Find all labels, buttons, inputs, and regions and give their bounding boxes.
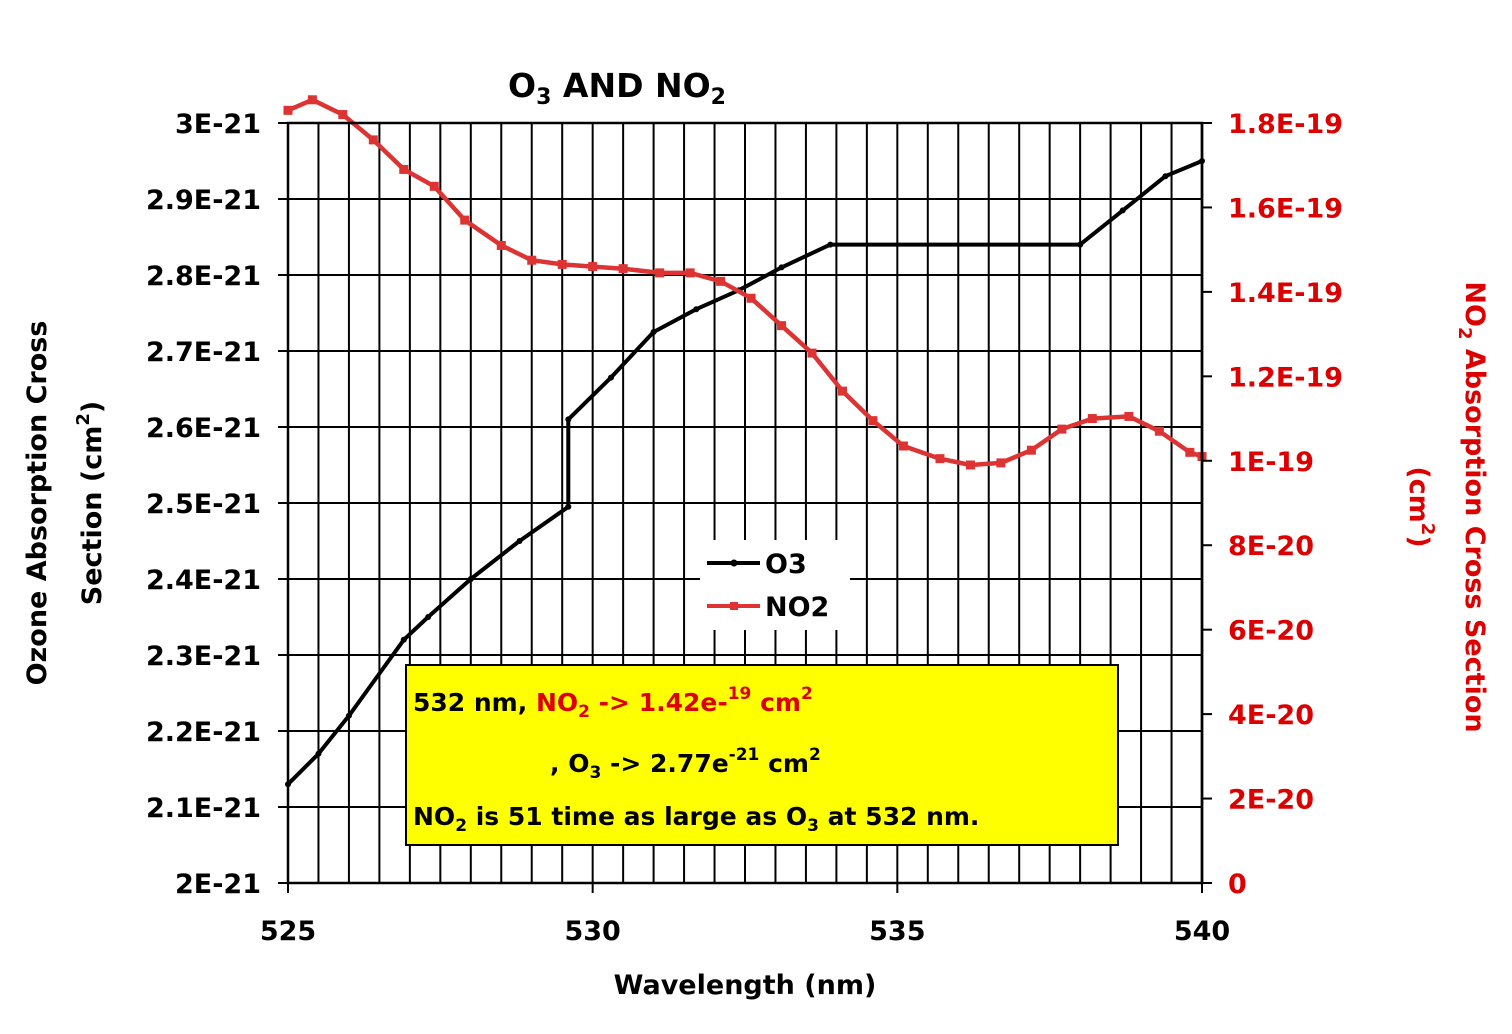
data-point-o3 (565, 416, 572, 423)
data-point-no2 (935, 454, 945, 464)
data-point-no2 (283, 105, 293, 115)
data-point-o3 (650, 329, 657, 335)
x-axis-ticks: 525 530 535 540 (260, 883, 1230, 947)
data-point-no2 (1057, 424, 1067, 434)
data-point-no2 (307, 95, 317, 105)
left-tick-label: 2.8E-21 (146, 261, 261, 292)
data-point-no2 (1026, 445, 1036, 455)
data-point-o3 (467, 576, 474, 582)
data-point-no2 (496, 240, 506, 250)
data-point-no2 (777, 321, 787, 331)
data-point-o3 (1162, 173, 1169, 180)
left-axis-title-line1: Ozone Absorption Cross (22, 321, 53, 686)
data-point-no2 (527, 255, 537, 265)
left-tick-label: 2.3E-21 (146, 641, 261, 672)
annotation-line1: 532 nm, NO2 -> 1.42e-19 cm2 (413, 684, 813, 722)
legend: O3 NO2 (700, 540, 850, 630)
x-tick-label: 540 (1174, 916, 1230, 947)
legend-no2-label: NO2 (765, 592, 829, 623)
legend-o3-label: O3 (765, 549, 807, 580)
data-point-no2 (868, 416, 878, 426)
right-tick-label: 1E-19 (1228, 447, 1314, 478)
data-point-no2 (746, 293, 756, 303)
data-point-o3 (1119, 207, 1126, 214)
data-point-o3 (345, 712, 352, 719)
x-tick-label: 525 (260, 916, 316, 947)
right-tick-label: 0 (1228, 869, 1247, 900)
x-tick-label: 535 (869, 916, 925, 947)
x-axis-title: Wavelength (nm) (614, 970, 877, 1001)
series-layer (283, 95, 1207, 788)
left-tick-label: 2E-21 (175, 869, 261, 900)
data-point-no2 (1087, 414, 1097, 424)
data-point-no2 (399, 164, 409, 174)
data-point-no2 (1185, 447, 1195, 457)
right-tick-label: 8E-20 (1228, 531, 1314, 562)
left-tick-label: 3E-21 (175, 109, 261, 140)
data-point-o3 (607, 374, 614, 381)
data-point-o3 (565, 503, 572, 510)
left-tick-label: 2.4E-21 (146, 565, 261, 596)
data-point-no2 (338, 110, 348, 120)
left-axis-title-line2: Section (cm2) (73, 401, 108, 605)
right-tick-label: 1.4E-19 (1228, 278, 1343, 309)
data-point-o3 (425, 614, 432, 620)
legend-o3-marker (730, 559, 738, 567)
right-tick-label: 4E-20 (1228, 700, 1314, 731)
data-point-no2 (898, 441, 908, 451)
left-tick-label: 2.5E-21 (146, 489, 261, 520)
legend-no2-marker (730, 602, 738, 610)
data-point-o3 (315, 750, 322, 757)
data-point-no2 (368, 135, 378, 145)
data-point-no2 (1124, 411, 1134, 421)
data-point-o3 (1077, 241, 1084, 248)
legend-box (700, 540, 850, 630)
right-axis-title-line1: NO2 Absorption Cross Section (1454, 281, 1490, 732)
right-axis-title: NO2 Absorption Cross Section (cm2) (1403, 281, 1490, 732)
left-tick-label: 2.7E-21 (146, 337, 261, 368)
data-point-o3 (778, 264, 785, 271)
right-tick-label: 1.8E-19 (1228, 109, 1343, 140)
data-point-o3 (400, 636, 407, 643)
left-axis-ticks: 2E-21 2.1E-21 2.2E-21 2.3E-21 2.4E-21 2.5E-21… (146, 109, 288, 900)
data-point-o3 (693, 306, 700, 313)
right-tick-label: 2E-20 (1228, 785, 1314, 816)
data-point-no2 (807, 348, 817, 358)
data-point-no2 (837, 386, 847, 396)
data-point-no2 (716, 276, 726, 286)
right-tick-label: 1.6E-19 (1228, 193, 1343, 224)
data-point-no2 (685, 268, 695, 278)
data-point-o3 (827, 241, 834, 248)
annotation-background (405, 664, 1119, 846)
data-point-no2 (460, 215, 470, 225)
left-axis-title: Ozone Absorption Cross Section (cm2) (22, 321, 108, 686)
data-point-no2 (996, 458, 1006, 468)
data-point-no2 (655, 268, 665, 278)
left-tick-label: 2.6E-21 (146, 413, 261, 444)
data-point-no2 (429, 181, 439, 191)
right-tick-label: 6E-20 (1228, 616, 1314, 647)
annotation-line2: , O3 -> 2.77e-21 cm2 (550, 745, 821, 783)
right-axis-ticks: 0 2E-20 4E-20 6E-20 8E-20 1E-19 1.2E-19 1.4E-19… (1202, 109, 1343, 900)
chart-title: O3 AND NO2 (508, 66, 726, 110)
left-tick-label: 2.1E-21 (146, 793, 261, 824)
right-axis-title-line2: (cm2) (1403, 466, 1438, 547)
data-point-no2 (618, 264, 628, 274)
data-point-no2 (965, 460, 975, 470)
annotation-box: 532 nm, NO2 -> 1.42e-19 cm2 , O3 -> 2.77… (405, 664, 1119, 846)
right-tick-label: 1.2E-19 (1228, 362, 1343, 393)
data-point-no2 (1154, 426, 1164, 436)
data-point-no2 (557, 259, 567, 269)
x-tick-label: 530 (564, 916, 620, 947)
annotation-line3: NO2 is 51 time as large as O3 at 532 nm. (413, 802, 979, 836)
data-point-o3 (516, 538, 523, 544)
left-tick-label: 2.2E-21 (146, 717, 261, 748)
left-tick-label: 2.9E-21 (146, 185, 261, 216)
data-point-no2 (588, 262, 598, 272)
